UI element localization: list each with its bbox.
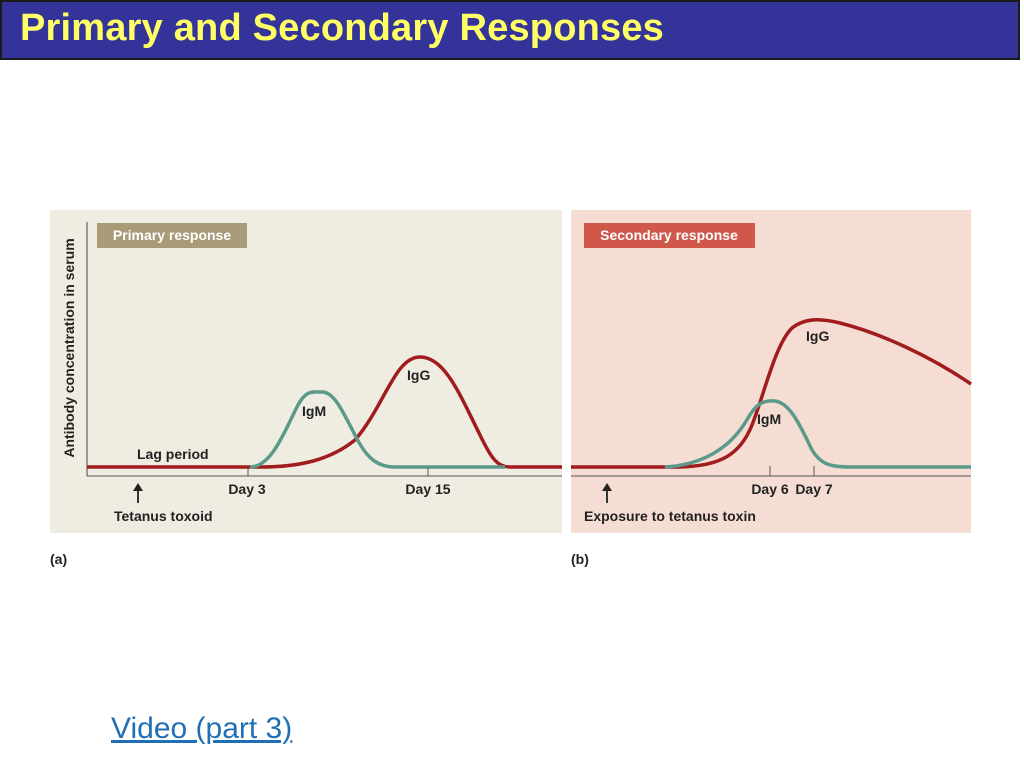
panel-a-day-15-label: Day 15 xyxy=(405,481,450,497)
title-bar: Primary and Secondary Responses xyxy=(0,0,1020,60)
panel-a-badge xyxy=(97,223,247,248)
panel-b-igm-label: IgM xyxy=(757,411,781,427)
panel-a-day-3-label: Day 3 xyxy=(228,481,266,497)
panel-b-day-7-label: Day 7 xyxy=(795,481,833,497)
panel-b-day-6-label: Day 6 xyxy=(751,481,789,497)
panel-a-igm-label: IgM xyxy=(302,403,326,419)
panel-b-caption: (b) xyxy=(571,551,589,567)
panel-b-igm-curve xyxy=(664,399,971,469)
panel-b-arrowhead-icon xyxy=(602,483,612,491)
slide-title: Primary and Secondary Responses xyxy=(20,7,665,49)
y-axis-label: Antibody concentration in serum xyxy=(61,238,77,457)
panel-b-badge xyxy=(584,223,755,248)
panel-a-background xyxy=(50,210,562,533)
panel-b-arrow-label: Exposure to tetanus toxin xyxy=(584,508,756,524)
panel-a-igg-label: IgG xyxy=(407,367,430,383)
panel-a-arrowhead-icon xyxy=(133,483,143,491)
panel-a-igg-curve xyxy=(87,355,562,469)
panel-b-badge-text: Secondary response xyxy=(600,227,738,243)
panel-a-badge-text: Primary response xyxy=(113,227,231,243)
panel-a-arrow-label: Tetanus toxoid xyxy=(114,508,213,524)
panel-b-igg-curve xyxy=(571,317,972,469)
video-link[interactable]: Video (part 3) xyxy=(111,712,293,745)
panel-a-igm-curve xyxy=(249,390,505,469)
panel-b-igg-label: IgG xyxy=(806,328,829,344)
panel-a-lag-label: Lag period xyxy=(137,446,209,462)
panel-a-caption: (a) xyxy=(50,551,67,567)
